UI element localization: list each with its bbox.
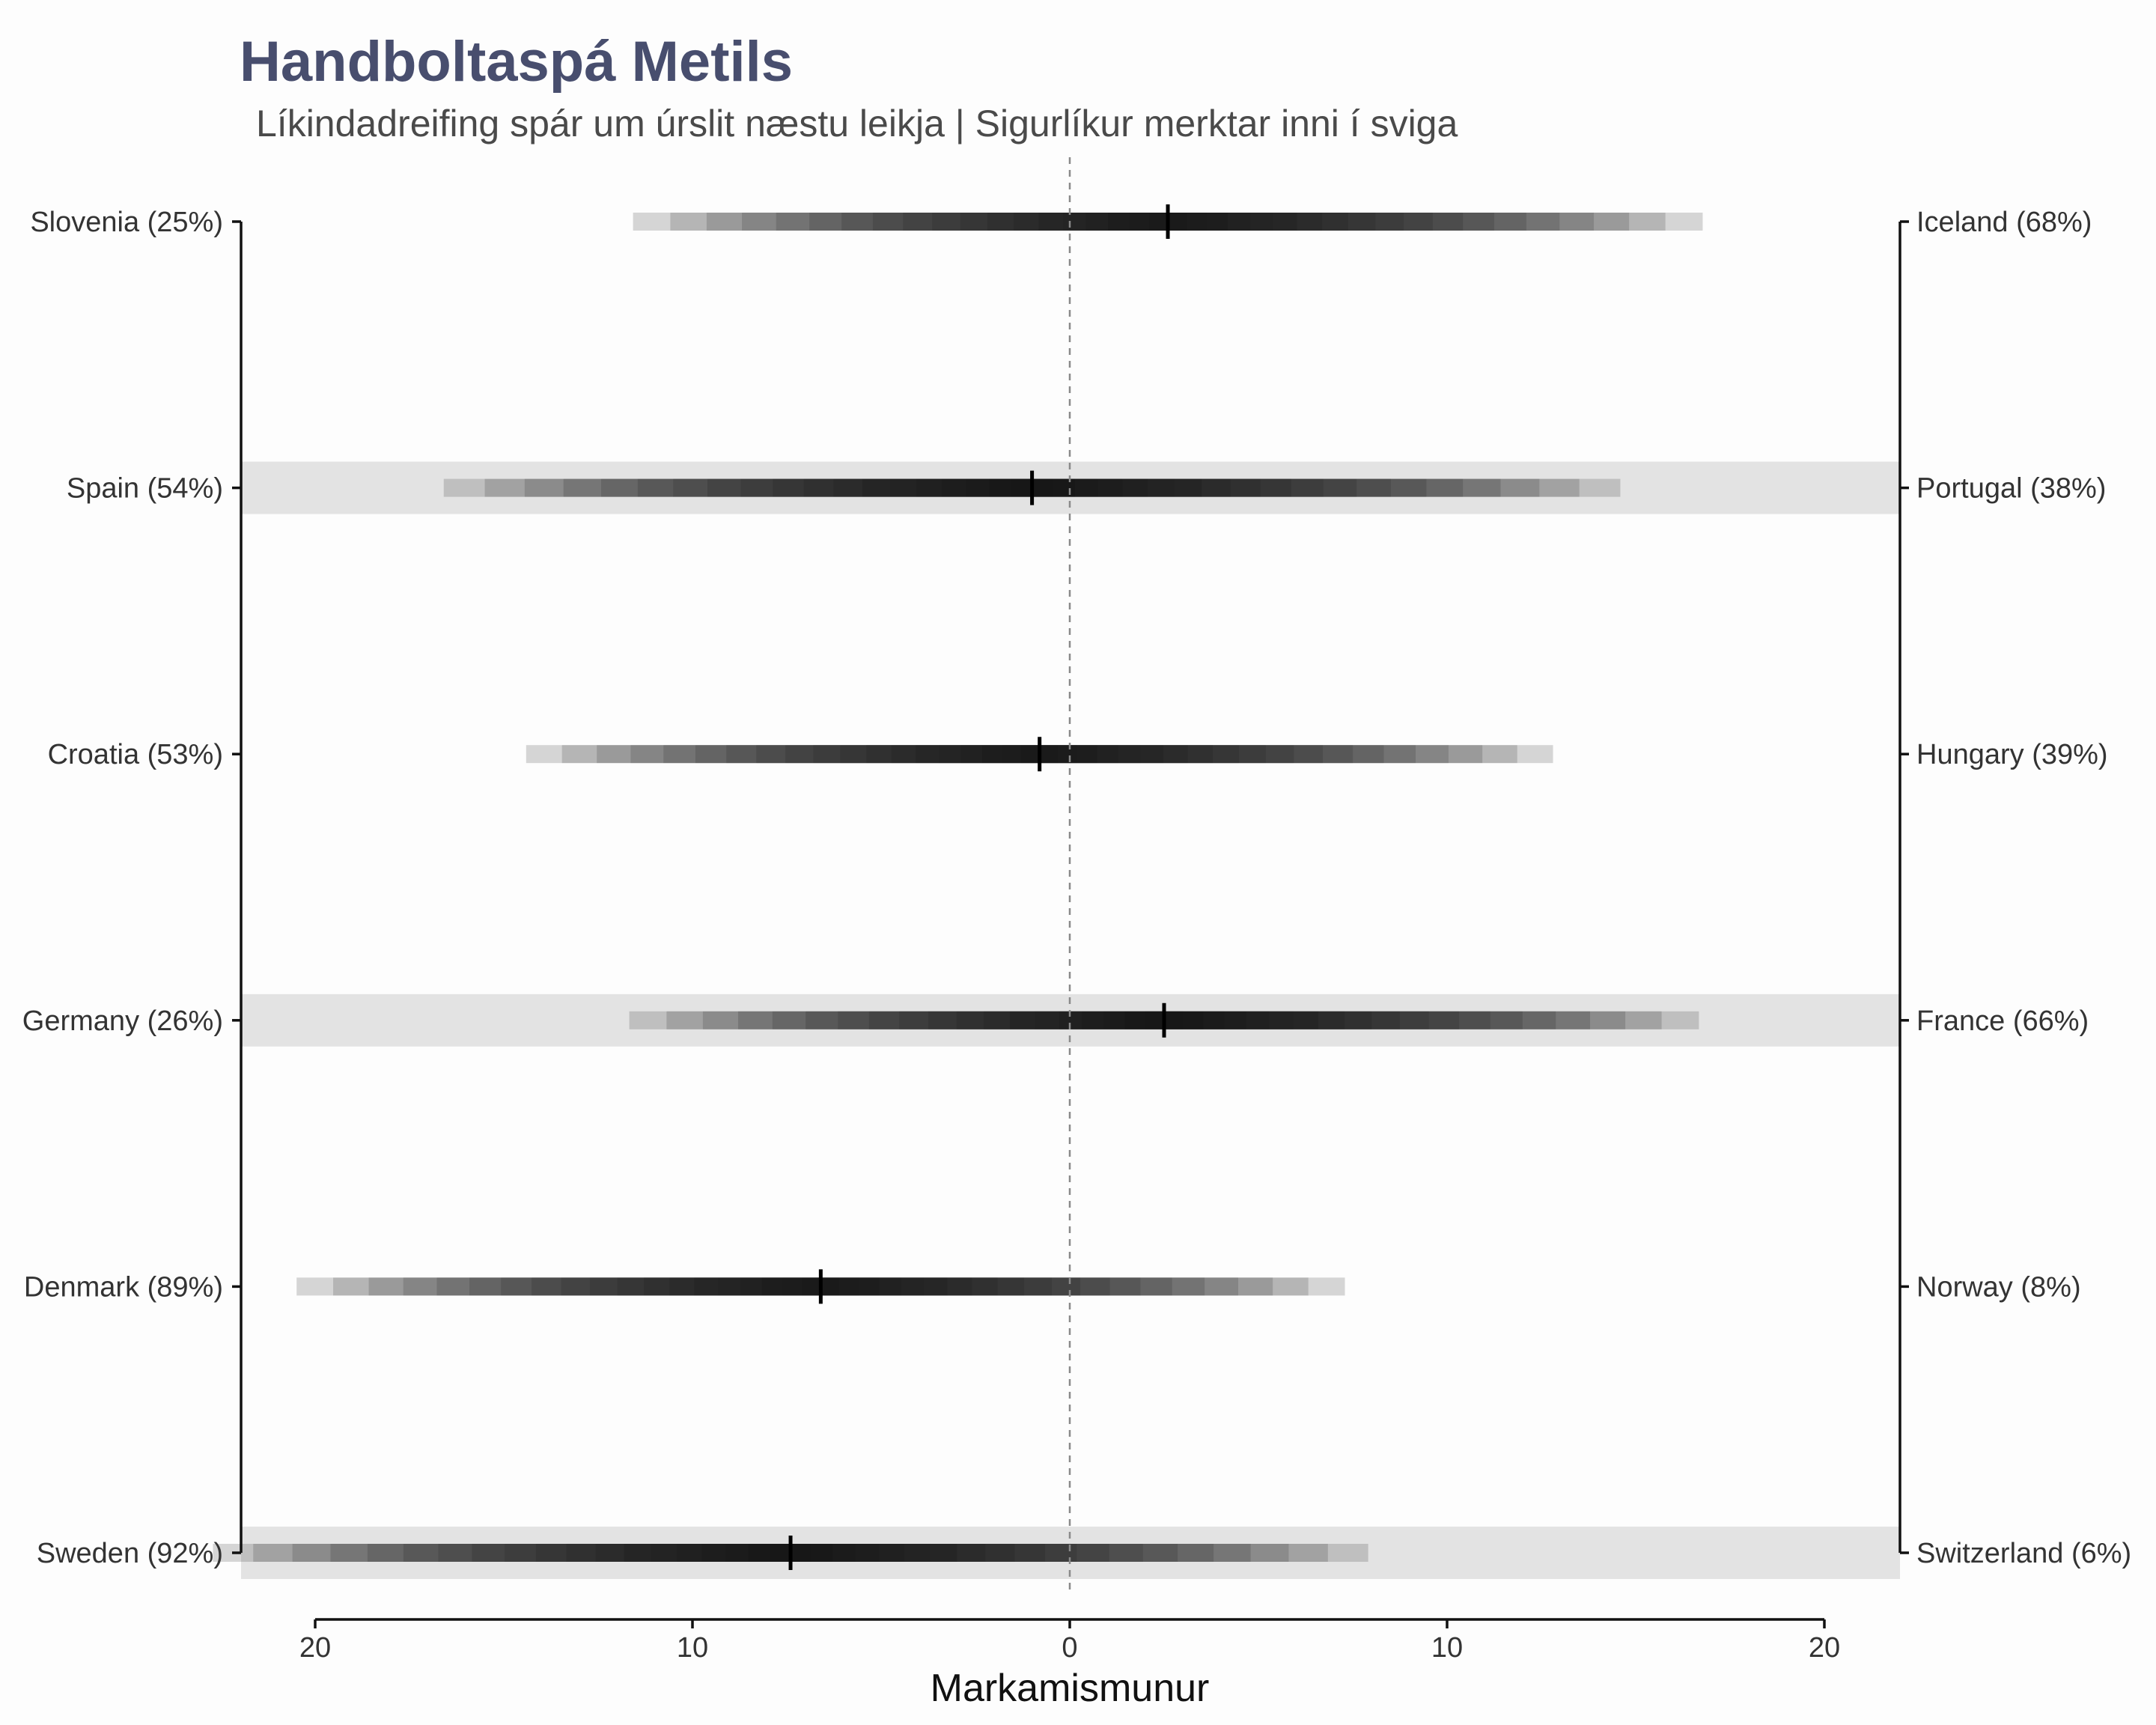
x-tick-label: 10	[1431, 1632, 1463, 1664]
left-team-label: Germany (26%)	[22, 1006, 223, 1037]
left-team-label: Denmark (89%)	[24, 1271, 223, 1303]
right-team-labels: Iceland (68%) Portugal (38%) Hungary (39%)…	[1900, 207, 2131, 1569]
x-tick-label: 20	[299, 1632, 331, 1664]
chart-subtitle: Líkindadreifing spár um úrslit næstu lei…	[256, 103, 1458, 144]
right-team-label: Norway (8%)	[1916, 1271, 2081, 1303]
density-strips	[213, 213, 1703, 1562]
left-team-label: Spain (54%)	[67, 473, 223, 505]
x-axis-title: Markamismunur	[931, 1667, 1210, 1710]
right-team-label: Hungary (39%)	[1916, 739, 2108, 770]
median-markers	[788, 204, 1170, 1570]
left-team-label: Slovenia (25%)	[30, 207, 223, 238]
right-team-label: Switzerland (6%)	[1916, 1538, 2131, 1569]
x-tick-label: 20	[1809, 1632, 1840, 1664]
left-team-labels: Slovenia (25%) Spain (54%) Croatia (53%) Ge…	[22, 207, 241, 1569]
left-team-label: Croatia (53%)	[48, 739, 223, 770]
x-tick-label: 0	[1062, 1632, 1077, 1664]
x-axis-ticks: 20 10 0 10 20	[299, 1619, 1840, 1664]
right-team-label: France (66%)	[1916, 1006, 2089, 1037]
left-team-label: Sweden (92%)	[37, 1538, 223, 1569]
chart-title: Handboltaspá Metils	[240, 30, 793, 94]
right-team-label: Iceland (68%)	[1916, 207, 2092, 238]
right-team-label: Portugal (38%)	[1916, 473, 2106, 505]
x-tick-label: 10	[677, 1632, 708, 1664]
